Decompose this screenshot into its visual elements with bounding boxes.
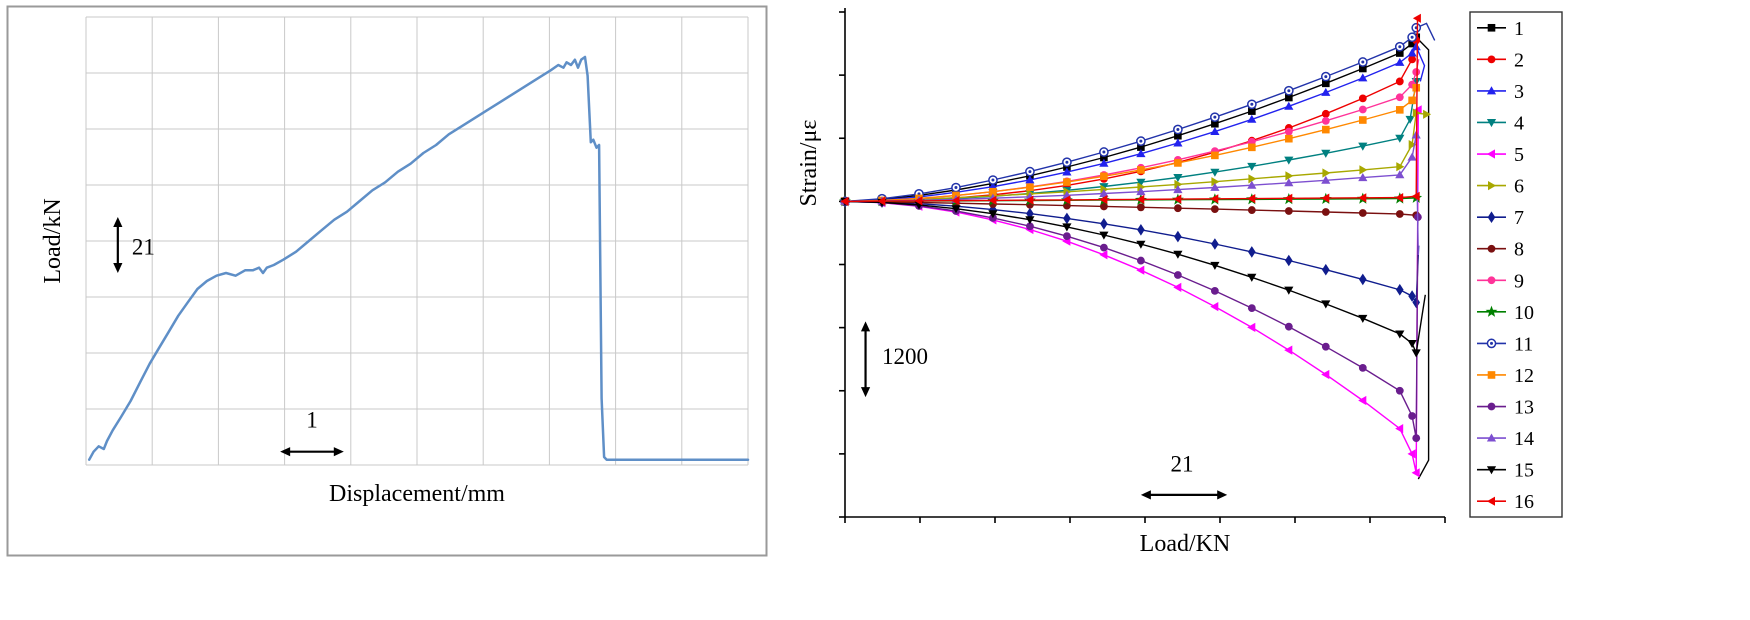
legend-border [1469, 11, 1563, 518]
scale-label: 1 [306, 408, 318, 433]
legend-item-13: 13 [1477, 397, 1534, 419]
grid [85, 16, 749, 466]
legend-item-1: 1 [1477, 18, 1524, 40]
legend-item-label: 7 [1514, 207, 1524, 229]
legend-item-label: 8 [1514, 239, 1524, 261]
legend-item-label: 6 [1514, 176, 1524, 198]
legend-item-label: 14 [1514, 428, 1534, 450]
left-panel-border [6, 5, 768, 557]
strain-load-chart: Strain/με Load/KN 1200211234567891011121… [796, 8, 1563, 557]
scale-annotations: 21 1 [113, 217, 344, 457]
legend-item-label: 16 [1514, 491, 1534, 513]
scale-label: 21 [132, 234, 155, 259]
series-13 [841, 197, 1422, 442]
scale-label: 21 [1170, 452, 1193, 477]
legend-item-12: 12 [1477, 365, 1534, 387]
load-displacement-curve [87, 55, 750, 461]
legend-item-label: 13 [1514, 397, 1534, 419]
legend-item-label: 2 [1514, 49, 1524, 71]
legend-item-7: 7 [1477, 207, 1524, 229]
legend-item-label: 5 [1514, 144, 1524, 166]
right-y-axis-label: Strain/με [796, 120, 822, 207]
legend-item-label: 1 [1514, 18, 1524, 40]
legend-item-8: 8 [1477, 239, 1524, 261]
legend-item-2: 2 [1477, 49, 1524, 71]
right-x-axis-label: Load/KN [1140, 531, 1231, 557]
load-displacement-chart: Load/kN Displacement/mm 21 1 [6, 5, 768, 557]
left-x-axis-label: Displacement/mm [329, 481, 505, 507]
series-4 [840, 78, 1421, 206]
legend-item-label: 10 [1514, 302, 1534, 324]
legend-item-4: 4 [1477, 112, 1524, 134]
legend-item-label: 15 [1514, 460, 1534, 482]
legend-item-9: 9 [1477, 270, 1524, 292]
scale-annotations: 1200 21 [860, 321, 1228, 500]
series-5 [840, 105, 1422, 478]
legend-item-10: 10 [1477, 302, 1534, 324]
legend-item-14: 14 [1477, 428, 1534, 450]
series-group [839, 13, 1436, 480]
legend-item-16: 16 [1477, 491, 1534, 513]
legend-item-label: 12 [1514, 365, 1534, 387]
legend-item-5: 5 [1477, 144, 1524, 166]
legend-item-label: 11 [1514, 333, 1533, 355]
legend-item-3: 3 [1477, 81, 1524, 103]
legend-item-label: 4 [1514, 112, 1524, 134]
legend-item-6: 6 [1477, 176, 1524, 198]
series-3 [840, 42, 1426, 205]
axes [839, 8, 1446, 523]
series-2 [841, 24, 1421, 206]
left-y-axis-label: Load/kN [40, 198, 66, 283]
legend-item-15: 15 [1477, 460, 1534, 482]
legend-item-label: 3 [1514, 81, 1524, 103]
legend-item-label: 9 [1514, 270, 1524, 292]
series-1 [841, 33, 1430, 480]
series-15 [840, 197, 1426, 358]
scale-label: 1200 [882, 344, 928, 369]
series-16 [840, 13, 1421, 206]
legend-item-11: 11 [1477, 333, 1533, 355]
